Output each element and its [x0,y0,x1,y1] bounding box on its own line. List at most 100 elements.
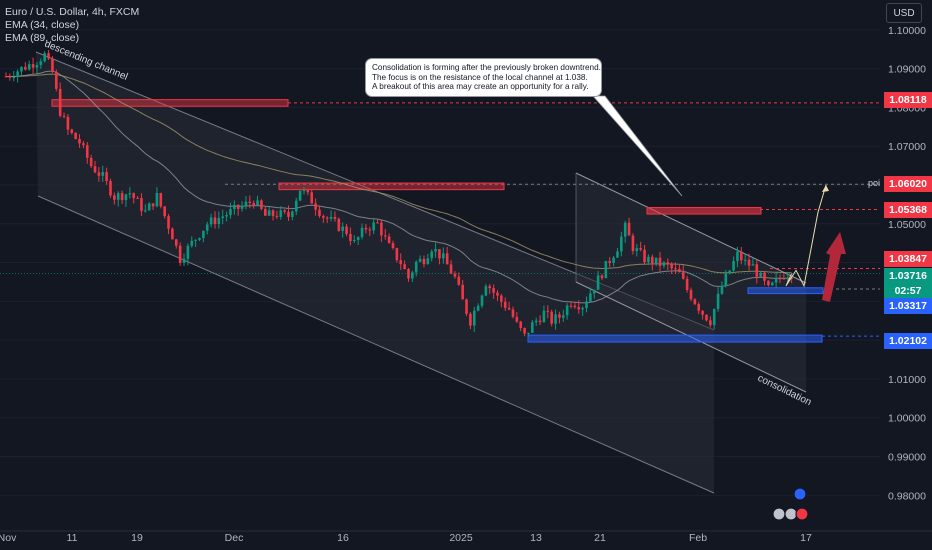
candle-body-down [577,307,581,310]
candle-body-down [573,305,577,308]
candle-body-up [186,245,190,259]
candle-body-down [538,320,542,323]
candle-body-up [647,256,650,263]
candle-body-up [128,193,132,195]
symbol-title[interactable]: Euro / U.S. Dollar, 4h, FXCM [5,6,140,18]
candle-body-down [681,272,685,279]
candle-body-down [62,115,66,117]
candle-body-down [740,251,743,261]
price-label-resistance: 1.03847 [884,251,932,267]
candle-body-up [434,249,437,252]
candle-body-up [620,236,623,252]
candle-body-down [569,305,573,307]
candlesticks [4,50,793,337]
candle-body-down [755,264,759,277]
candle-body-down [503,301,507,308]
candle-body-up [124,194,128,201]
candle-body-down [151,203,155,207]
candle-body-down [325,217,329,219]
candle-body-down [383,235,387,237]
candle-body-up [774,278,778,283]
candle-body-down [24,66,27,70]
candle-body-down [70,129,74,133]
candle-body-down [407,269,410,279]
candle-body-down [66,116,70,130]
candle-body-down [445,253,449,265]
candle-body-up [732,261,735,271]
candle-body-up [565,305,569,316]
candle-body-up [244,201,248,206]
projection-path [785,184,827,288]
chart-legend: Euro / U.S. Dollar, 4h, FXCM EMA (34, cl… [5,6,139,45]
candle-body-down [689,290,693,300]
candle-body-down [55,71,58,89]
candle-body-down [492,288,495,293]
candle-body-up [341,226,344,231]
candle-body-down [639,248,642,250]
analysis-callout[interactable]: Consolidation is forming after the previ… [365,58,602,97]
candle-body-down [260,200,263,209]
ema-34-label[interactable]: EMA (34, close) [5,19,80,31]
callout-line: Consolidation is forming after the previ… [372,63,601,72]
candle-body-up [592,289,596,294]
x-tick-label: 17 [800,532,812,544]
candle-body-down [105,172,108,181]
candle-body-up [662,262,666,266]
candle-body-up [720,285,724,294]
candle-body-up [12,77,16,79]
candle-body-down [658,257,662,266]
candle-body-down [337,218,341,231]
price-label-resistance: 1.06020 [884,176,932,192]
candle-body-up [612,257,615,263]
candle-body-up [728,270,731,274]
resistance-box [278,182,505,191]
candle-body-up [353,240,356,242]
candle-body-down [314,203,317,210]
candle-body-down [453,273,457,277]
candle-body-up [298,190,302,201]
candle-body-up [221,216,225,218]
channel-lower-line [37,195,715,494]
candle-body-down [674,268,677,270]
candle-body-down [322,215,325,218]
y-tick-label: 0.98000 [888,490,926,502]
candle-body-down [391,243,395,248]
candle-body-up [302,190,306,192]
candle-body-up [225,214,228,217]
callout-pointer [592,95,683,197]
candle-body-down [163,206,166,217]
candle-body-up [16,71,19,78]
candle-body-down [399,260,403,265]
candle-body-down [167,216,170,229]
level-lines [0,99,880,343]
candle-body-down [318,209,321,216]
candle-body-down [74,132,77,139]
candle-body-down [705,314,708,321]
countdown-label: 02:57 [884,283,932,299]
candle-body-down [310,192,314,204]
candle-body-up [101,172,105,176]
candle-body-down [364,227,368,230]
currency-button[interactable]: USD [886,3,922,23]
candle-body-down [171,228,174,240]
candle-body-down [693,299,697,305]
economic-event-icon [793,487,807,501]
candle-body-down [666,262,670,265]
candle-body-up [279,210,283,217]
y-tick-label: 0.99000 [888,452,926,464]
candle-body-up [414,261,418,273]
candle-body-down [132,193,136,198]
candle-body-down [271,210,275,216]
candle-body-down [457,276,461,285]
y-tick-label: 1.05000 [888,219,926,231]
candle-body-down [93,166,97,173]
candle-body-up [472,310,476,326]
candle-body-up [561,315,565,318]
ema-89-label[interactable]: EMA (89, close) [5,32,80,44]
candle-body-up [604,261,608,279]
bullish-arrow [822,232,846,302]
candle-body-down [500,295,503,302]
candle-body-up [39,61,43,65]
candle-body-down [461,284,464,300]
candle-body-down [58,88,62,116]
